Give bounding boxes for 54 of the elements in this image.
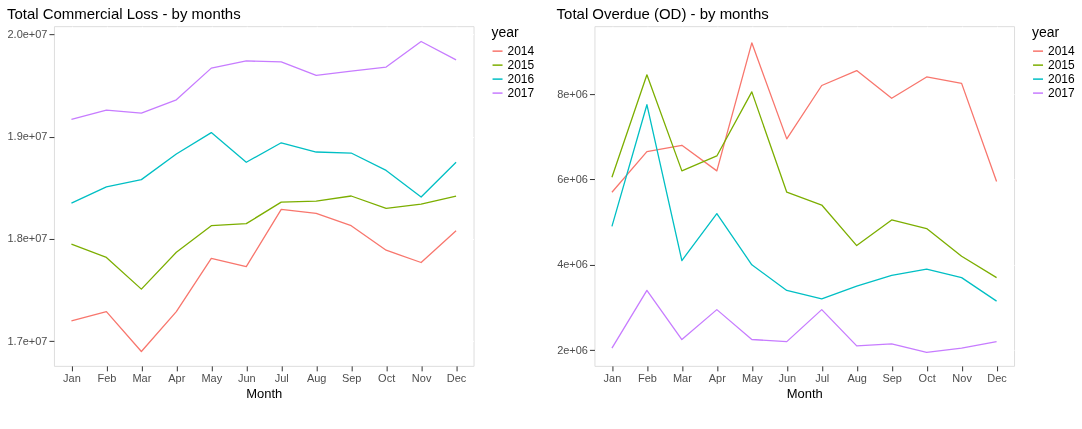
x-tick-label: Nov <box>411 372 432 385</box>
x-axis-title: Month <box>246 386 283 402</box>
legend-label: 2014 <box>1048 44 1075 59</box>
line-series <box>611 289 998 353</box>
x-tick-label: Jan <box>63 372 81 385</box>
legend-title: year <box>1032 24 1060 41</box>
x-axis-title: Month <box>786 386 823 402</box>
x-tick-label: Jan <box>603 372 622 385</box>
x-tick-label: Apr <box>708 372 727 385</box>
legend-label: 2017 <box>507 86 535 101</box>
y-tick-label: 1.9e+07 <box>7 130 48 143</box>
x-tick-label: Jul <box>274 372 289 385</box>
legend-label: 2016 <box>1048 72 1075 87</box>
x-tick-label: Jun <box>237 372 256 385</box>
line-series <box>70 131 457 204</box>
line-series <box>70 195 457 290</box>
legend-label: 2017 <box>1048 86 1075 101</box>
legend-label: 2014 <box>507 44 535 59</box>
y-tick-label: 6e+06 <box>557 172 588 185</box>
line-series <box>611 74 998 279</box>
x-tick-label: Aug <box>306 372 327 385</box>
chart-title: Total Commercial Loss - by months <box>6 5 241 23</box>
y-tick-label: 4e+06 <box>557 258 588 271</box>
legend-label: 2015 <box>507 58 535 73</box>
y-tick-label: 1.7e+07 <box>7 334 48 347</box>
x-tick-label: Nov <box>952 372 973 385</box>
x-tick-label: Sep <box>882 372 902 385</box>
x-tick-label: Feb <box>97 372 117 385</box>
x-tick-label: Oct <box>918 372 936 385</box>
legend-label: 2015 <box>1048 58 1075 73</box>
x-tick-label: Feb <box>637 372 657 385</box>
x-tick-label: Mar <box>132 372 152 385</box>
x-tick-label: Mar <box>672 372 693 385</box>
y-tick-label: 1.8e+07 <box>7 232 48 245</box>
line-series <box>611 42 998 193</box>
x-tick-label: May <box>201 372 223 385</box>
x-tick-label: Sep <box>341 372 362 385</box>
line-series <box>70 40 457 120</box>
line-series <box>611 104 998 302</box>
chart-title: Total Overdue (OD) - by months <box>556 5 769 23</box>
y-tick-label: 2.0e+07 <box>7 27 48 40</box>
line-series <box>70 208 457 353</box>
x-tick-label: Apr <box>168 372 186 385</box>
y-tick-label: 8e+06 <box>557 87 588 100</box>
x-tick-label: Dec <box>446 372 467 385</box>
x-tick-label: Aug <box>847 372 867 385</box>
x-tick-label: Jul <box>815 372 830 385</box>
x-tick-label: May <box>741 372 764 385</box>
x-tick-label: Jun <box>778 372 797 385</box>
legend-title: year <box>491 24 520 41</box>
y-tick-label: 2e+06 <box>557 343 588 356</box>
x-tick-label: Dec <box>987 372 1008 385</box>
legend-label: 2016 <box>507 72 535 87</box>
x-tick-label: Oct <box>378 372 396 385</box>
